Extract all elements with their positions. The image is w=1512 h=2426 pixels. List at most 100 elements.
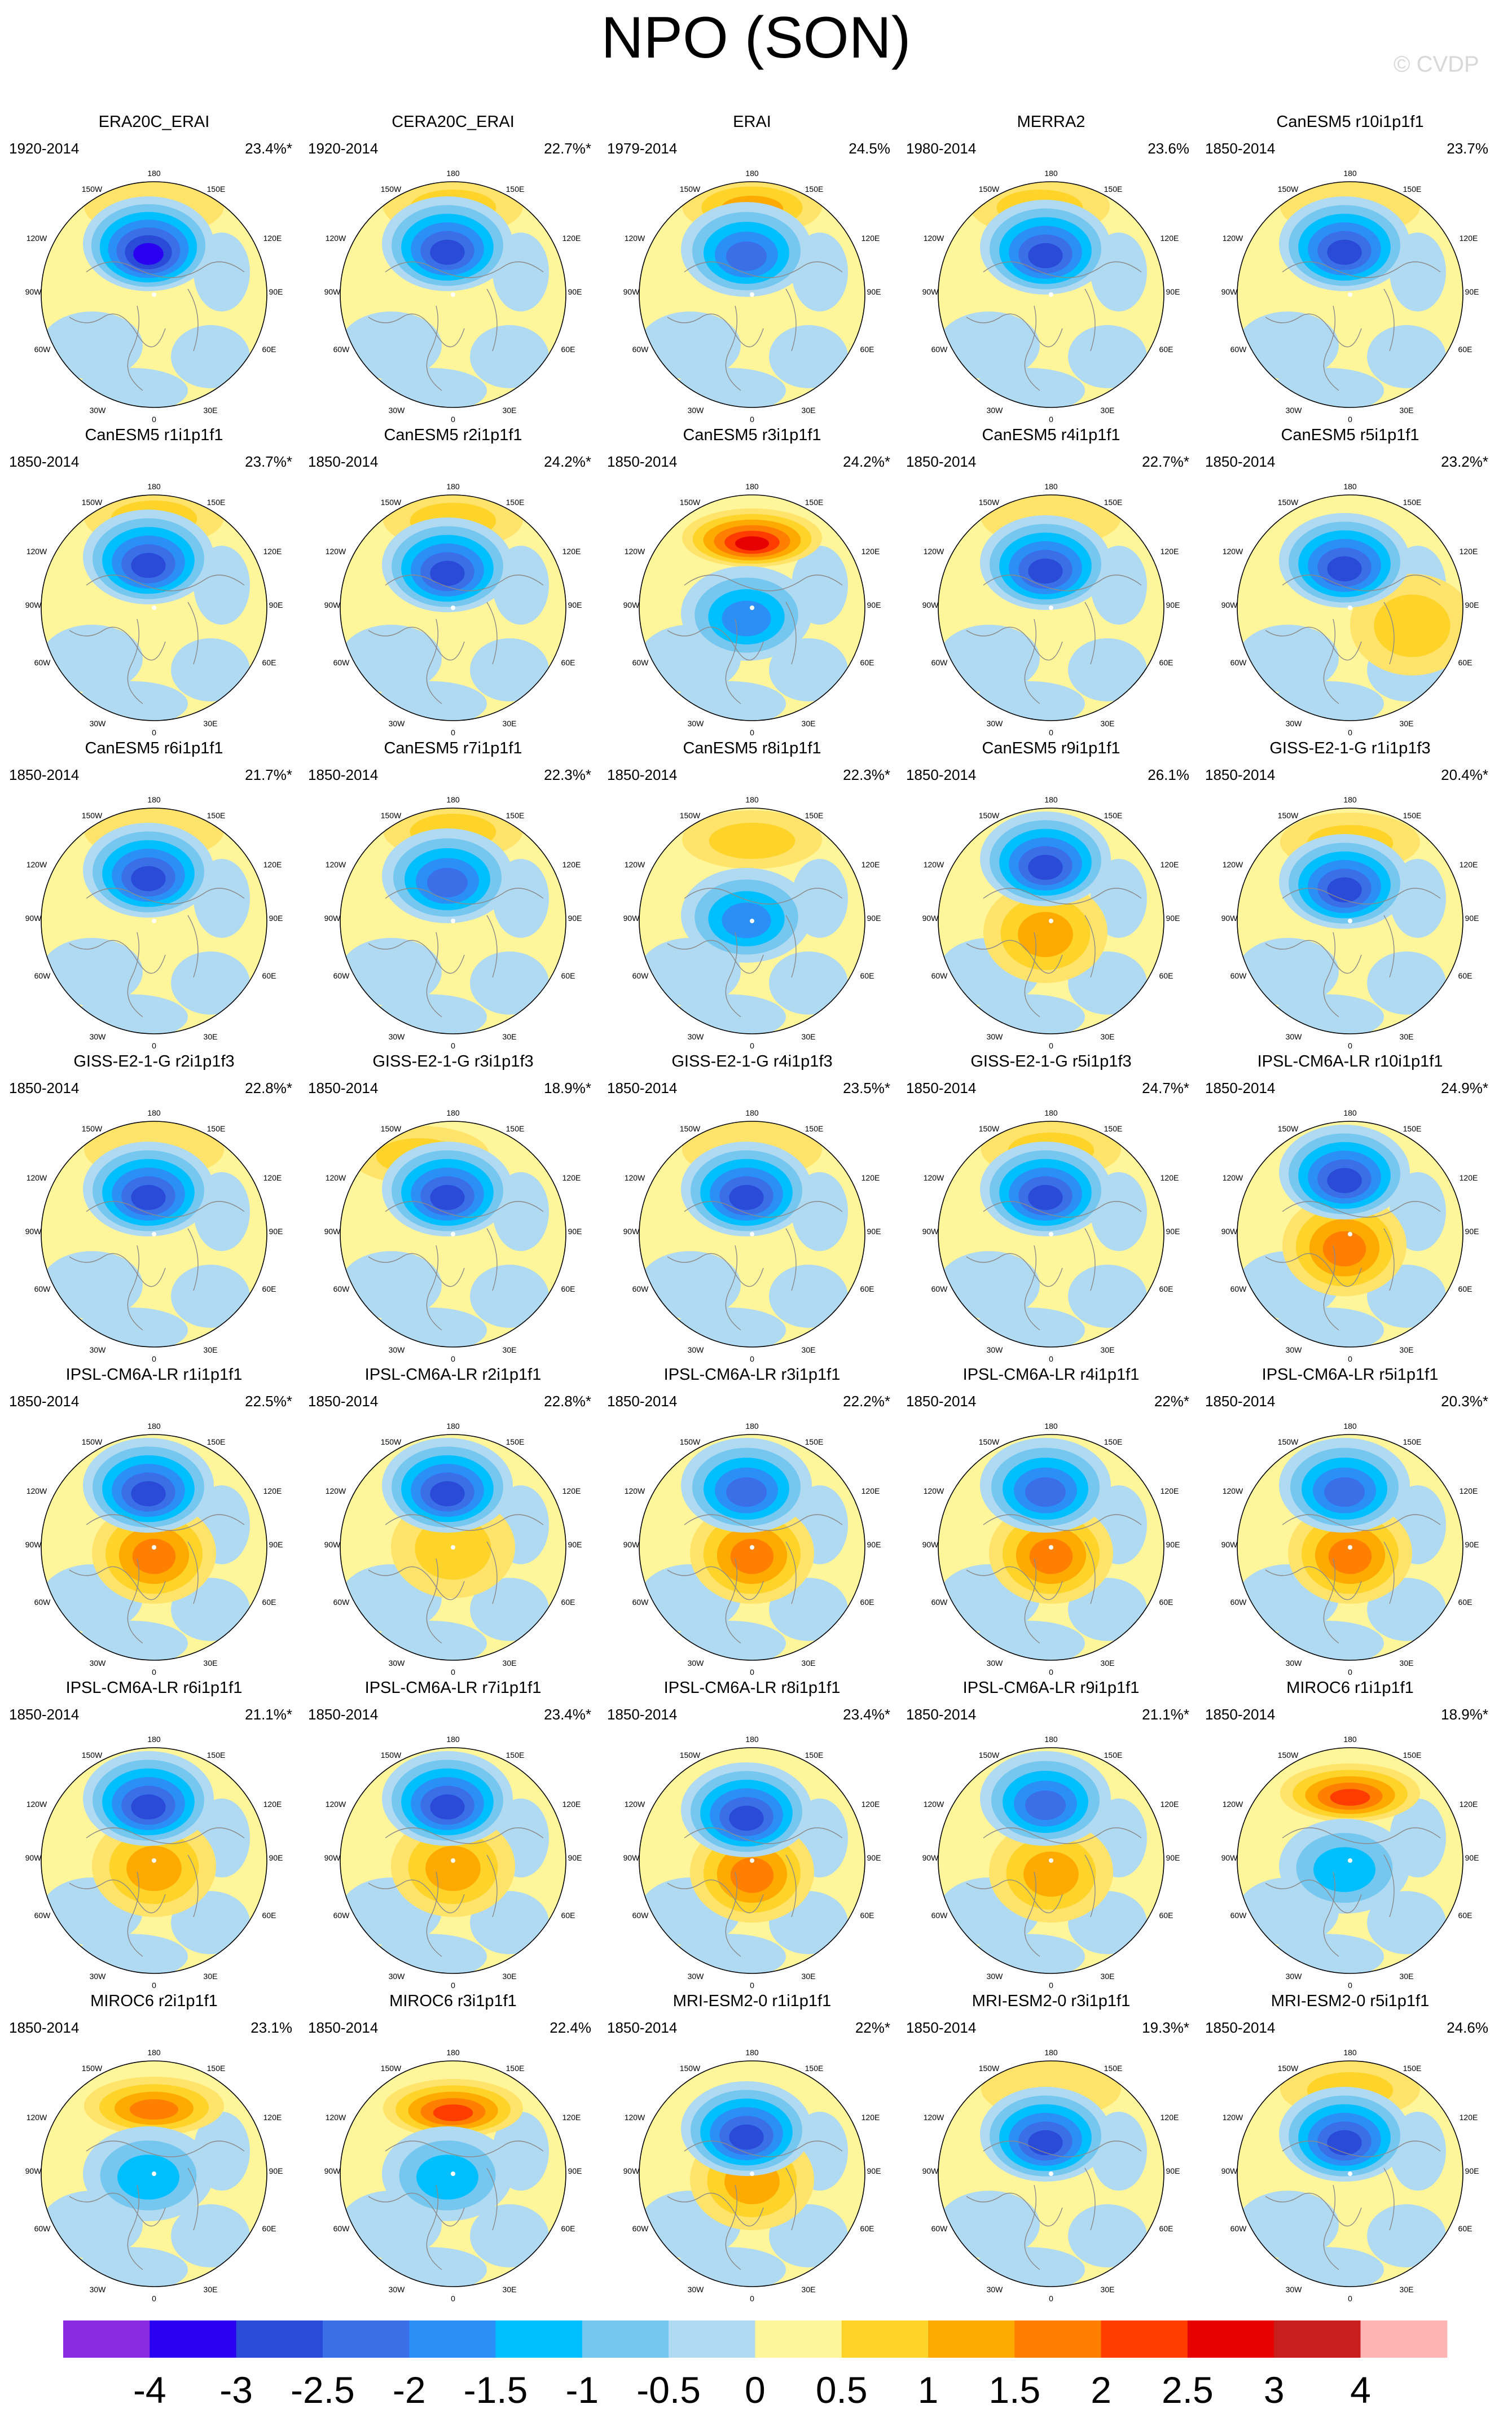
longitude-label: 60W <box>333 971 350 980</box>
negative-anomaly-patch <box>340 625 442 692</box>
negative-anomaly-patch <box>1068 1265 1147 1328</box>
polar-map: 180 150W 150E 120W 120E 90W 90E 60W 60E 30W 30E 0 <box>623 482 881 737</box>
panel-years: 1850-2014 <box>1205 453 1276 470</box>
panel-title: IPSL-CM6A-LR r7i1p1f1 <box>364 1679 542 1697</box>
longitude-label: 30W <box>987 719 1004 728</box>
longitude-label: 0 <box>152 728 156 737</box>
north-pole-marker <box>1049 1545 1053 1550</box>
longitude-label: 30W <box>688 406 705 415</box>
north-pole-marker <box>1348 1232 1352 1236</box>
colorbar-tick-label: -1 <box>565 2369 599 2411</box>
longitude-label: 90W <box>25 287 42 296</box>
longitude-label: 30W <box>688 1032 705 1041</box>
panel-title: ERA20C_ERAI <box>98 113 210 131</box>
longitude-label: 0 <box>152 1354 156 1363</box>
longitude-label: 60W <box>931 1911 948 1920</box>
panel-years: 1920-2014 <box>9 140 80 157</box>
panel-title: IPSL-CM6A-LR r10i1p1f1 <box>1257 1052 1443 1071</box>
map-panel: IPSL-CM6A-LR r10i1p1f1 1850-2014 24.9%* 180… <box>1199 1052 1501 1366</box>
colorbar-swatch <box>755 2320 842 2358</box>
longitude-label: 60E <box>561 971 575 980</box>
longitude-label: 150E <box>1104 1124 1123 1133</box>
longitude-label: 90E <box>1465 1853 1479 1862</box>
polar-map: 180 150W 150E 120W 120E 90W 90E 60W 60E 30W 30E 0 <box>922 795 1180 1050</box>
longitude-label: 30E <box>1101 2285 1115 2294</box>
longitude-label: 90E <box>269 1540 283 1549</box>
negative-anomaly-patch <box>470 2204 549 2267</box>
longitude-label: 90W <box>324 600 341 609</box>
watermark: © CVDP <box>1394 52 1479 77</box>
longitude-label: 180 <box>147 169 161 178</box>
panel-variance-pct: 22.3%* <box>544 766 591 783</box>
longitude-label: 150W <box>1278 2064 1299 2073</box>
longitude-label: 90E <box>1465 914 1479 923</box>
map-panel: IPSL-CM6A-LR r8i1p1f1 1850-2014 23.4%* 180 1… <box>601 1679 903 1992</box>
longitude-label: 90E <box>1166 287 1180 296</box>
longitude-label: 180 <box>446 1735 460 1744</box>
map-panel: CanESM5 r5i1p1f1 1850-2014 23.2%* 180 150W 15… <box>1199 426 1501 739</box>
longitude-label: 60E <box>561 1598 575 1607</box>
longitude-label: 120W <box>27 860 47 869</box>
negative-anomaly-contour <box>1327 2130 1362 2156</box>
longitude-label: 150W <box>1278 498 1299 507</box>
panel-variance-pct: 20.4%* <box>1441 766 1488 783</box>
longitude-label: 180 <box>446 1108 460 1117</box>
polar-map: 180 150W 150E 120W 120E 90W 90E 60W 60E 30W 30E 0 <box>324 1422 582 1677</box>
colorbar: -4 -3 -2.5 -2 -1.5 -1 -0.5 0 0.5 1 1.5 2 2.5 3 4 <box>63 2320 1448 2411</box>
longitude-label: 30E <box>204 1345 218 1354</box>
longitude-label: 150E <box>805 2064 824 2073</box>
panel-variance-pct: 24.6% <box>1447 2019 1488 2036</box>
map-panel: GISS-E2-1-G r1i1p1f3 1850-2014 20.4%* 180 15… <box>1199 739 1501 1052</box>
longitude-label: 90E <box>1166 2166 1180 2175</box>
longitude-label: 150E <box>207 1124 226 1133</box>
negative-anomaly-patch <box>470 638 549 701</box>
longitude-label: 30E <box>1101 1972 1115 1981</box>
panel-title: IPSL-CM6A-LR r2i1p1f1 <box>364 1366 542 1384</box>
panel-variance-pct: 22%* <box>855 2019 890 2036</box>
longitude-label: 150E <box>1104 1437 1123 1446</box>
map-panel: ERAI 1979-2014 24.5% 180 150W 150E 120W 120E 90W… <box>601 113 903 426</box>
negative-anomaly-patch <box>340 1251 442 1319</box>
longitude-label: 0 <box>451 1981 455 1990</box>
panel-years: 1850-2014 <box>9 766 80 783</box>
longitude-label: 90W <box>324 914 341 923</box>
longitude-label: 90E <box>269 1853 283 1862</box>
north-pole-marker <box>750 2171 754 2176</box>
panel-years: 1850-2014 <box>308 453 379 470</box>
longitude-label: 30E <box>204 406 218 415</box>
coastline <box>1265 1827 1441 1957</box>
longitude-label: 60E <box>1159 971 1173 980</box>
negative-anomaly-contour <box>131 866 166 892</box>
negative-anomaly-patch <box>340 938 442 1006</box>
negative-anomaly-patch <box>171 1265 250 1328</box>
longitude-label: 90W <box>25 1853 42 1862</box>
longitude-label: 60W <box>632 1284 649 1293</box>
coastline <box>69 2140 245 2270</box>
map-boundary <box>340 181 566 408</box>
positive-anomaly-contour <box>132 1538 176 1574</box>
panel-title: ERAI <box>733 113 771 131</box>
longitude-label: 60E <box>1458 2224 1473 2233</box>
colorbar-swatch <box>928 2320 1015 2358</box>
longitude-label: 150W <box>381 2064 402 2073</box>
longitude-label: 90W <box>623 1227 640 1236</box>
polar-map: 180 150W 150E 120W 120E 90W 90E 60W 60E 30W 30E 0 <box>1221 795 1479 1050</box>
longitude-label: 120W <box>326 1173 346 1182</box>
longitude-label: 30W <box>90 1972 107 1981</box>
map-panel: IPSL-CM6A-LR r9i1p1f1 1850-2014 21.1%* 180 1… <box>900 1679 1202 1992</box>
negative-anomaly-patch <box>171 951 250 1015</box>
map-panel: MIROC6 r3i1p1f1 1850-2014 22.4% 180 150W 150E… <box>302 1992 604 2305</box>
longitude-label: 120E <box>1460 1486 1478 1495</box>
longitude-label: 120W <box>1223 1486 1243 1495</box>
map-boundary <box>1237 1747 1463 1974</box>
colorbar-swatch <box>841 2320 929 2358</box>
panel-variance-pct: 22.3%* <box>843 766 890 783</box>
longitude-label: 30E <box>1400 719 1414 728</box>
map-panel: CanESM5 r3i1p1f1 1850-2014 24.2%* 180 150W 15… <box>601 426 903 739</box>
north-pole-marker <box>451 1858 455 1863</box>
longitude-label: 150W <box>82 185 103 194</box>
map-boundary <box>41 1121 267 1348</box>
longitude-label: 120W <box>924 2113 944 2122</box>
longitude-label: 0 <box>1348 728 1352 737</box>
longitude-label: 150W <box>381 1437 402 1446</box>
